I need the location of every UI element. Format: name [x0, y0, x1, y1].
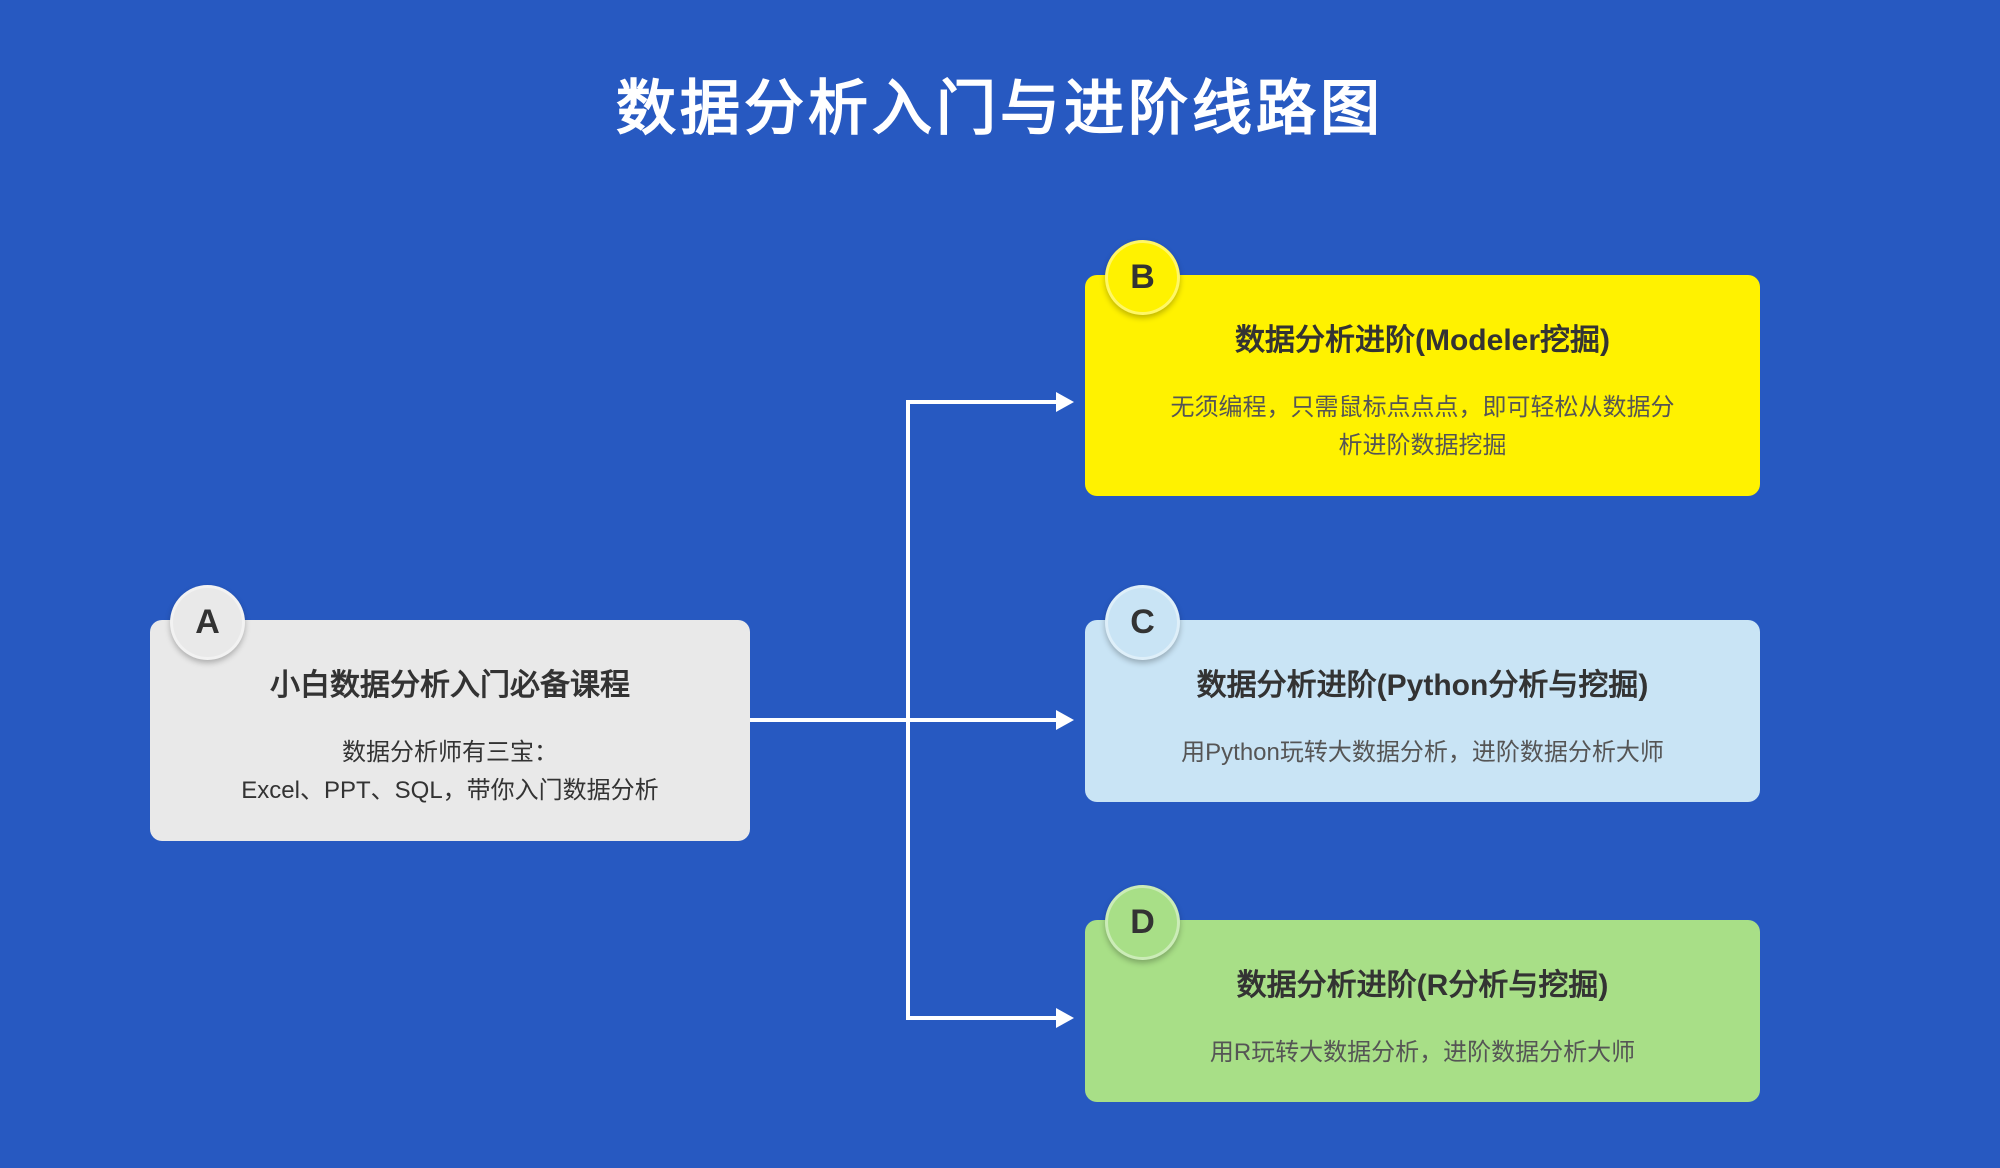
- node-b-title: 数据分析进阶(Modeler挖掘): [1115, 315, 1730, 359]
- node-c-title: 数据分析进阶(Python分析与挖掘): [1115, 660, 1730, 704]
- node-a-desc: 数据分析师有三宝： Excel、PPT、SQL，带你入门数据分析: [180, 734, 720, 811]
- connector-to-c: [906, 718, 1056, 722]
- node-c-desc: 用Python玩转大数据分析，进阶数据分析大师: [1115, 734, 1730, 772]
- node-a-title: 小白数据分析入门必备课程: [180, 660, 720, 704]
- badge-b: B: [1105, 240, 1180, 315]
- node-b-desc-line1: 无须编程，只需鼠标点点点，即可轻松从数据分: [1115, 389, 1730, 427]
- arrowhead-c: [1056, 710, 1074, 730]
- badge-d: D: [1105, 885, 1180, 960]
- badge-c: C: [1105, 585, 1180, 660]
- node-a-desc-line1: 数据分析师有三宝：: [180, 734, 720, 772]
- arrowhead-d: [1056, 1008, 1074, 1028]
- page-title: 数据分析入门与进阶线路图: [616, 60, 1384, 147]
- connector-to-b: [906, 400, 1056, 404]
- node-a-desc-line2: Excel、PPT、SQL，带你入门数据分析: [180, 772, 720, 810]
- connector-trunk-v: [906, 400, 910, 1020]
- node-d-desc: 用R玩转大数据分析，进阶数据分析大师: [1115, 1034, 1730, 1072]
- node-b: B 数据分析进阶(Modeler挖掘) 无须编程，只需鼠标点点点，即可轻松从数据…: [1085, 275, 1760, 496]
- connector-to-d: [906, 1016, 1056, 1020]
- node-a: A 小白数据分析入门必备课程 数据分析师有三宝： Excel、PPT、SQL，带…: [150, 620, 750, 841]
- node-d-title: 数据分析进阶(R分析与挖掘): [1115, 960, 1730, 1004]
- node-b-desc-line2: 析进阶数据挖掘: [1115, 427, 1730, 465]
- node-c-desc-line1: 用Python玩转大数据分析，进阶数据分析大师: [1115, 734, 1730, 772]
- node-d: D 数据分析进阶(R分析与挖掘) 用R玩转大数据分析，进阶数据分析大师: [1085, 920, 1760, 1102]
- node-b-desc: 无须编程，只需鼠标点点点，即可轻松从数据分 析进阶数据挖掘: [1115, 389, 1730, 466]
- badge-a: A: [170, 585, 245, 660]
- arrowhead-b: [1056, 392, 1074, 412]
- connector-trunk-h: [750, 718, 910, 722]
- node-d-desc-line1: 用R玩转大数据分析，进阶数据分析大师: [1115, 1034, 1730, 1072]
- node-c: C 数据分析进阶(Python分析与挖掘) 用Python玩转大数据分析，进阶数…: [1085, 620, 1760, 802]
